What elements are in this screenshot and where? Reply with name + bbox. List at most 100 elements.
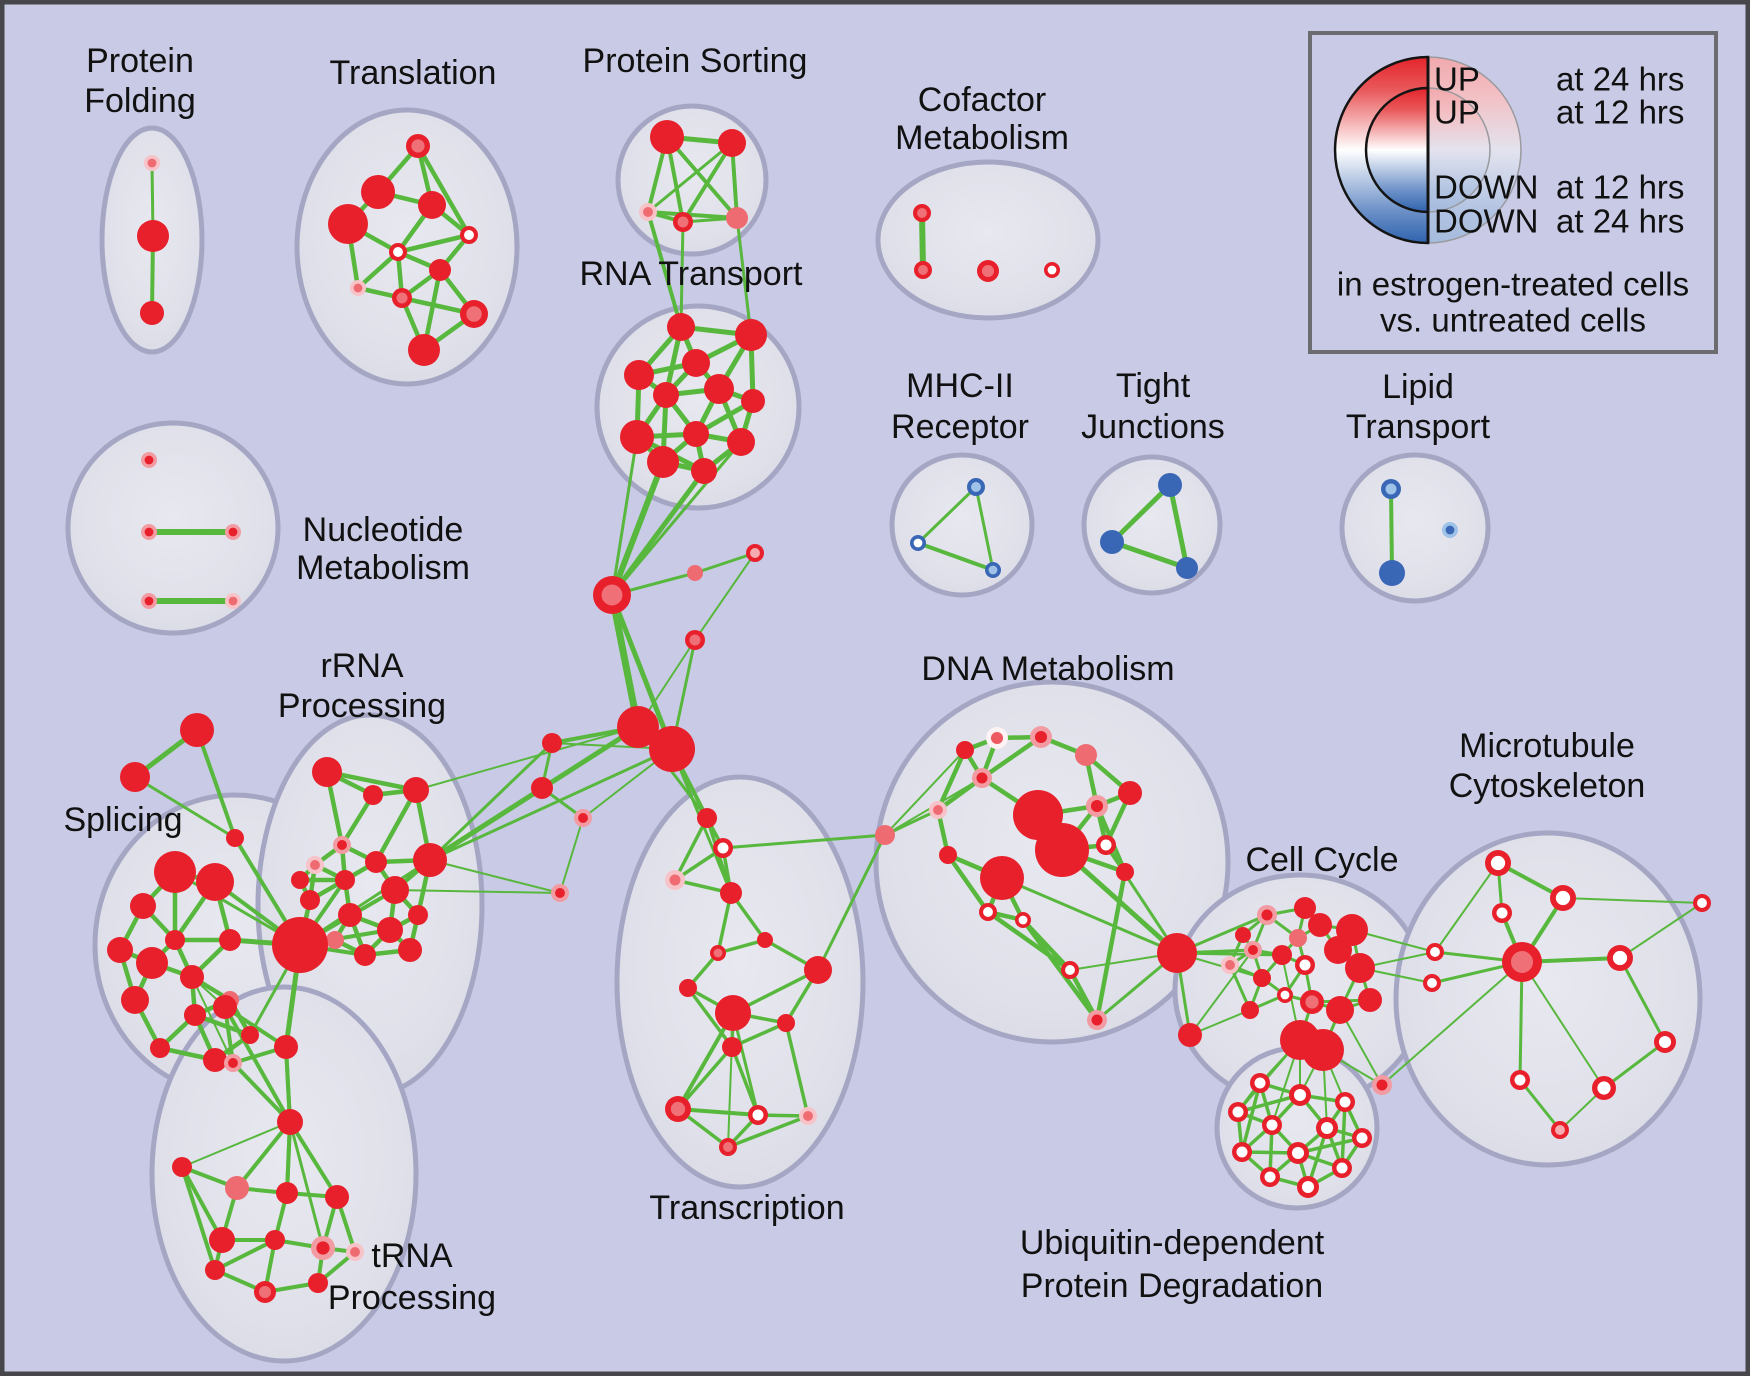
network-node-inner (752, 1109, 764, 1121)
network-node-inner (1123, 786, 1137, 800)
network-edge (1562, 897, 1703, 904)
network-node-inner (1291, 1146, 1305, 1160)
network-node-inner (601, 584, 623, 606)
network-edge (1434, 862, 1499, 953)
network-node-inner (578, 813, 588, 823)
legend-term-down24: DOWN (1434, 203, 1538, 240)
network-node-inner (976, 772, 988, 784)
network-edge (735, 216, 753, 337)
network-edge (235, 1120, 292, 1190)
network-node-inner (464, 230, 474, 240)
network-node-inner (1276, 949, 1288, 961)
network-node-inner (126, 768, 144, 786)
network-node-inner (683, 983, 693, 993)
network-edge (1189, 949, 1254, 1036)
network-node-inner (760, 935, 770, 945)
cluster-label-lipid-transport: Lipid (1382, 368, 1454, 406)
network-node-inner (1597, 1081, 1611, 1095)
network-node-inner (1430, 947, 1440, 957)
network-node-inner (269, 1234, 281, 1246)
network-node-inner (1555, 1125, 1565, 1135)
network-node-inner (933, 805, 943, 815)
legend-box (1308, 31, 1718, 354)
network-node-inner (1363, 993, 1377, 1007)
network-edge (676, 1011, 735, 1111)
network-node-inner (1163, 478, 1177, 492)
network-node-inner (310, 860, 320, 870)
cluster-label-nucleotide-metabolism: Metabolism (296, 549, 470, 587)
network-node-inner (218, 1000, 232, 1014)
network-edge (945, 852, 991, 915)
network-node-inner (230, 1181, 244, 1195)
network-edge (415, 726, 639, 791)
legend-inner-right-half (1427, 87, 1491, 213)
network-node-inner (659, 736, 685, 762)
network-edge (726, 1114, 810, 1149)
network-node-inner (1105, 535, 1119, 549)
network-node-inner (710, 380, 728, 398)
network-node-inner (1264, 1171, 1276, 1183)
network-edge (324, 769, 419, 793)
cluster-label-microtubule-cytoskeleton: Microtubule (1459, 727, 1635, 765)
network-node-inner (1301, 1180, 1315, 1194)
network-node-inner (1351, 959, 1369, 977)
network-node-inner (746, 394, 760, 408)
network-edge (884, 749, 966, 836)
network-node-inner (1385, 483, 1397, 495)
cluster-label-tight-junctions: Junctions (1081, 408, 1225, 446)
network-node-inner (1384, 565, 1400, 581)
cluster-label-trna-processing: tRNA (371, 1237, 453, 1275)
network-node-inner (304, 894, 316, 906)
network-edge (1167, 482, 1190, 571)
network-node-inner (382, 922, 398, 938)
network-edge (288, 1120, 339, 1199)
network-edge (985, 909, 1073, 973)
network-node-inner (1293, 1088, 1307, 1102)
network-node-inner (1311, 1038, 1335, 1062)
network-node-inner (723, 1142, 733, 1152)
legend-caption-line1: in estrogen-treated cells (1337, 266, 1689, 303)
network-node-inner (135, 898, 151, 914)
network-node-inner (1511, 951, 1533, 973)
cluster-label-tight-junctions: Tight (1116, 367, 1191, 405)
network-node-inner (330, 935, 340, 945)
network-edge (916, 485, 978, 545)
network-node-inner (1496, 907, 1508, 919)
network-node-inner (187, 720, 207, 740)
network-node-inner (312, 1277, 324, 1289)
cluster-label-lipid-transport: Transport (1346, 408, 1491, 446)
network-node-inner (230, 833, 240, 843)
network-node-inner (1245, 1005, 1255, 1015)
network-node-inner (295, 875, 305, 885)
legend-node-glyph (1333, 55, 1522, 245)
network-node-inner (280, 1186, 294, 1200)
network-node-inner (228, 527, 238, 537)
cluster-label-ubiquitin-degradation: Protein Degradation (1021, 1267, 1323, 1305)
network-node-inner (228, 1058, 238, 1068)
cluster-label-dna-metabolism: DNA Metabolism (921, 650, 1174, 688)
network-node-inner (403, 943, 417, 957)
network-edge (559, 817, 584, 894)
network-node-inner (810, 962, 826, 978)
network-node-inner (147, 158, 157, 168)
network-node-inner (1313, 918, 1327, 932)
cluster-label-rrna-processing: rRNA (320, 647, 403, 685)
network-node-inner (411, 139, 425, 153)
network-node-inner (688, 355, 704, 371)
network-node-inner (555, 888, 565, 898)
network-edge (223, 1005, 292, 1124)
cluster-label-rna-transport: RNA Transport (580, 255, 804, 293)
network-node-inner (733, 434, 749, 450)
network-edge (816, 833, 887, 972)
network-edge (181, 1121, 291, 1168)
legend-time-down12: at 12 hrs (1556, 169, 1684, 206)
network-edge (1094, 869, 1128, 1023)
network-node-inner (112, 942, 128, 958)
network-node-inner (626, 715, 650, 739)
network-node-inner (1445, 525, 1455, 535)
network-node-inner (1336, 1162, 1348, 1174)
network-node-inner (1293, 933, 1303, 943)
